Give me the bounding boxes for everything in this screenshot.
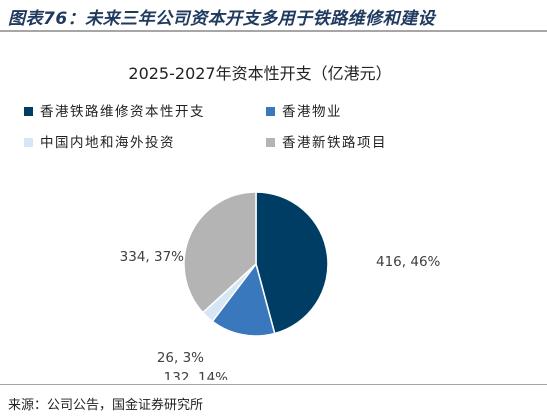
legend-label-3: 中国内地和海外投资 bbox=[40, 135, 175, 151]
figure-title: 图表76：未来三年公司资本开支多用于铁路维修和建设 bbox=[8, 4, 435, 29]
pie-chart: 2025-2027年资本性开支（亿港元） 香港铁路维修资本性开支 香港物业中国内地… bbox=[0, 34, 547, 380]
source-note: 来源：公司公告，国金证券研究所 bbox=[8, 394, 203, 413]
data-label-2: 132, 14% bbox=[164, 370, 229, 380]
data-label-3: 26, 3% bbox=[157, 350, 204, 366]
legend-swatch-1 bbox=[24, 107, 33, 116]
legend-swatch-4 bbox=[266, 138, 275, 147]
legend-label-4: 香港新铁路项目 bbox=[282, 135, 387, 151]
pie-slices bbox=[184, 192, 328, 336]
chart-title: 2025-2027年资本性开支（亿港元） bbox=[128, 64, 391, 83]
data-label-4: 334, 37% bbox=[120, 249, 185, 265]
data-label-1: 416, 46% bbox=[376, 254, 441, 270]
top-divider bbox=[0, 30, 547, 32]
bottom-divider bbox=[0, 384, 547, 385]
legend-label-1: 香港铁路维修资本性开支 bbox=[40, 104, 205, 120]
legend-swatch-3 bbox=[24, 138, 33, 147]
legend-swatch-2 bbox=[266, 107, 275, 116]
legend-label-2: 香港物业 bbox=[282, 104, 342, 120]
